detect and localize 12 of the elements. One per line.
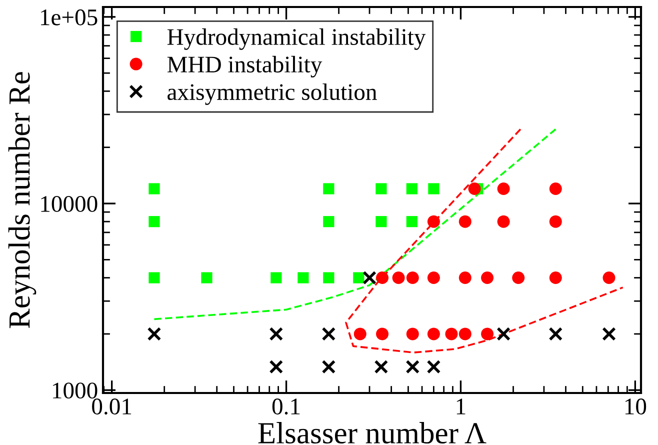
- x-tick-label: 1: [456, 398, 466, 414]
- legend-label: Hydrodynamical instability: [167, 28, 426, 50]
- x-tick-label: 0.01: [92, 398, 132, 415]
- legend-label: axisymmetric solution: [168, 83, 377, 105]
- y-tick-label: 1000: [52, 382, 98, 399]
- x-tick-label: 0.1: [272, 398, 300, 415]
- x-axis-title: Elsasser number Λ: [258, 422, 486, 444]
- y-tick-label: 10000: [41, 196, 98, 212]
- legend-label: MHD instability: [167, 56, 322, 78]
- x-tick-label: 10: [625, 398, 646, 414]
- y-axis-title: Reynolds number Re: [8, 72, 36, 328]
- y-tick-label: 1e+05: [41, 9, 98, 26]
